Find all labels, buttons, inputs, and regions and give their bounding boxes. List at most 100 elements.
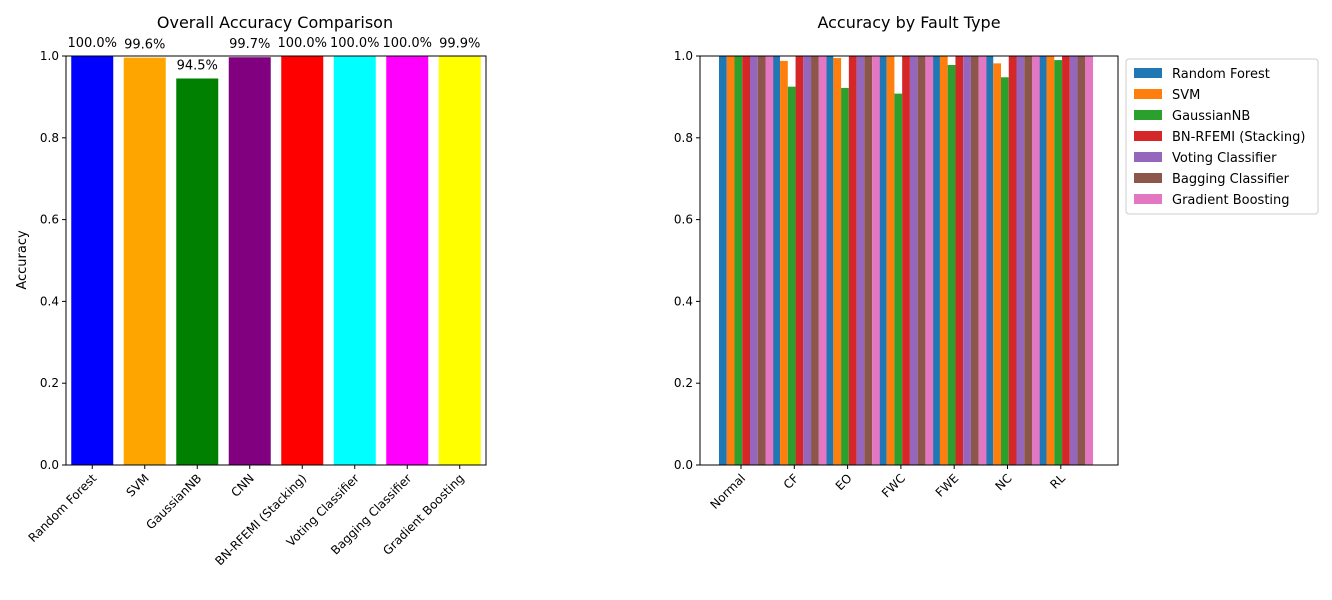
axes-frame: [65, 55, 487, 466]
bar-4-1: [803, 56, 812, 465]
bar-1-0: [726, 56, 735, 465]
y-tick-label: 0.2: [674, 376, 693, 390]
bar-3-6: [1062, 56, 1070, 465]
legend-swatch: [1134, 131, 1162, 141]
legend-swatch: [1134, 110, 1162, 120]
bar-4-6: [1069, 56, 1078, 465]
bar-6-5: [1032, 56, 1040, 465]
bar-2-6: [1054, 60, 1063, 466]
bar-5-6: [1077, 56, 1086, 465]
x-tick-label: NC: [992, 471, 1014, 493]
bar-4: [281, 56, 324, 465]
legend: Random Forest SVM GaussianNB BN-RFEMI (Stac…: [1125, 58, 1319, 215]
bar-4-0: [750, 56, 758, 465]
bars-group: [71, 56, 481, 466]
x-tick-label: Normal: [708, 471, 749, 512]
bar-2-5: [1001, 77, 1009, 465]
data-label: 100.0%: [330, 36, 380, 51]
bar-1-4: [939, 56, 948, 465]
bar-2: [176, 78, 219, 466]
bar-3-5: [1008, 56, 1017, 465]
bar-3: [228, 57, 271, 466]
bar-1-1: [780, 60, 788, 466]
bar-2-0: [734, 56, 743, 465]
x-tick-label: SVM: [123, 471, 151, 499]
bar-1-2: [833, 58, 842, 466]
y-tick-label: 0.6: [40, 213, 59, 227]
legend-label: Bagging Classifier: [1172, 172, 1290, 187]
data-label: 100.0%: [67, 36, 117, 51]
x-tick-label: BN-RFEMI (Stacking): [212, 471, 309, 568]
chart-title: Accuracy by Fault Type: [817, 13, 1000, 32]
x-tick-label: FWE: [933, 471, 962, 500]
bar-5-0: [757, 56, 766, 465]
bar-3-2: [848, 56, 857, 465]
bar-6-2: [872, 56, 880, 465]
bar-0-6: [1038, 56, 1047, 465]
chart-title: Overall Accuracy Comparison: [157, 13, 393, 32]
legend-label: SVM: [1172, 88, 1200, 103]
x-tick-label: FWC: [879, 471, 908, 500]
bar-6-1: [818, 56, 827, 465]
legend-label: BN-RFEMI (Stacking): [1172, 130, 1305, 145]
bar-4-5: [1016, 56, 1025, 465]
bar-7: [438, 56, 481, 466]
bar-2-3: [894, 93, 903, 466]
legend-swatch: [1134, 89, 1162, 99]
y-tick-label: 0.2: [40, 376, 59, 390]
y-tick-label: 0.0: [40, 458, 59, 472]
data-label: 94.5%: [177, 58, 218, 73]
x-tick-label: Random Forest: [26, 471, 100, 545]
x-tick-label: RL: [1047, 471, 1068, 492]
bar-5: [333, 56, 376, 465]
x-tick-label: CF: [781, 471, 802, 492]
legend-label: Random Forest: [1172, 67, 1270, 82]
data-label: 100.0%: [382, 36, 432, 51]
bar-3-3: [902, 56, 910, 465]
bar-5-2: [864, 56, 873, 465]
y-axis-label: Accuracy: [15, 230, 30, 290]
data-labels-group: 100.0% 99.6%94.5%99.7% 100.0% 100.0% 100.0% 9…: [67, 36, 480, 73]
bar-0-4: [932, 56, 940, 465]
overall-accuracy-chart: Overall Accuracy Comparison Accuracy 0.0…: [15, 13, 487, 568]
bar-4-4: [963, 56, 971, 465]
fault-type-accuracy-chart: Accuracy by Fault Type 0.0 0.2 0.4 0.6 0.8 1.…: [674, 13, 1319, 512]
bar-1-5: [993, 63, 1001, 465]
data-label: 99.9%: [439, 36, 480, 51]
data-label: 99.7%: [229, 37, 270, 52]
y-tick-label: 0.8: [40, 131, 59, 145]
bar-2-1: [787, 86, 796, 466]
bar-0-5: [985, 56, 994, 465]
bar-2-4: [947, 64, 956, 466]
bar-0-0: [719, 56, 727, 465]
bar-2-2: [841, 87, 849, 465]
y-tick-label: 0.6: [674, 213, 693, 227]
y-tick-label: 0.0: [674, 458, 693, 472]
bar-1: [123, 57, 166, 466]
data-label: 100.0%: [277, 36, 327, 51]
x-tick-label: CNN: [228, 471, 257, 500]
legend-label: Voting Classifier: [1172, 151, 1277, 166]
legend-swatch: [1134, 173, 1162, 183]
legend-label: Gradient Boosting: [1172, 193, 1290, 208]
legend-swatch: [1134, 68, 1162, 78]
bar-0: [71, 56, 114, 465]
bar-5-3: [917, 56, 926, 465]
bar-6-4: [978, 56, 987, 465]
y-tick-label: 1.0: [40, 49, 59, 63]
axes-frame: [699, 55, 1119, 466]
x-tick-label: EO: [833, 471, 855, 493]
bar-4-2: [856, 56, 865, 465]
bar-6: [386, 56, 429, 465]
bar-0-3: [878, 56, 887, 465]
bar-5-1: [811, 56, 819, 465]
y-tick-label: 1.0: [674, 49, 693, 63]
bar-0-2: [825, 56, 834, 465]
bars-group: [719, 56, 1094, 466]
legend-frame: [1125, 58, 1319, 215]
y-tick-label: 0.8: [674, 131, 693, 145]
bar-6-6: [1085, 56, 1094, 465]
bar-3-0: [742, 56, 750, 465]
bar-5-4: [970, 56, 979, 465]
